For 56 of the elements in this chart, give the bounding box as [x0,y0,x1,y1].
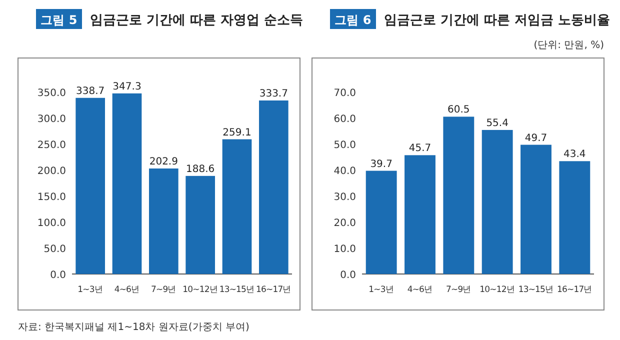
y-tick-label: 0.0 [50,270,66,281]
y-tick-label: 70.0 [334,88,356,99]
y-tick-label: 30.0 [334,192,356,203]
x-tick-label: 13~15년 [518,285,554,295]
bar [76,98,105,274]
data-label: 259.1 [222,127,252,138]
y-tick-label: 20.0 [334,218,356,229]
text: 자료: 한국복지패널 제1~18차 원자료(가중치 부여) [18,322,250,333]
y-tick-label: 250.0 [37,140,66,151]
data-label: 188.6 [186,164,215,175]
data-label: 45.7 [408,143,432,154]
chart-title: 그림 6 임금근로 기간에 따른 저임금 노동비율 [334,13,610,28]
y-tick-label: 350.0 [37,88,66,99]
x-tick-label: 4~6년 [114,285,140,295]
y-tick-label: 50.0 [44,244,66,255]
x-tick-label: 16~17년 [556,285,592,295]
x-tick-label: 7~9년 [446,285,472,295]
y-tick-label: 0.0 [340,270,356,281]
data-label: 49.7 [524,132,548,144]
bar [222,139,252,274]
x-tick-label: 1~3년 [368,285,394,295]
bar [259,100,288,274]
data-label: 60.5 [448,104,470,116]
y-tick-label: 100.0 [37,218,66,229]
y-tick-label: 150.0 [37,192,66,203]
bar [404,155,436,274]
chart-title: 그림 5 임금근로 기간에 따른 자영업 순소득 [40,13,304,28]
bar [443,116,474,274]
bar [482,130,513,274]
data-label: 333.7 [259,88,288,100]
bar [520,144,552,274]
x-tick-label: 4~6년 [407,285,433,295]
x-tick-label: 7~9년 [150,285,176,295]
y-tick-label: 200.0 [37,166,66,177]
data-label: 55.4 [486,118,508,129]
x-tick-label: 13~15년 [219,285,255,295]
data-label: 338.7 [76,86,105,97]
x-tick-label: 10~12년 [480,285,516,295]
bar [186,176,215,274]
data-label: 202.9 [149,156,178,168]
x-tick-label: 10~12년 [182,285,218,295]
data-label: 43.4 [564,149,586,160]
bar [366,170,397,274]
x-tick-label: 16~17년 [256,285,292,295]
chart-subtitle: (단위: 만원, %) [534,40,604,51]
data-label: 347.3 [112,81,142,92]
data-label: 39.7 [370,158,392,170]
y-tick-label: 60.0 [334,114,356,125]
bar [559,161,590,274]
bar [149,168,178,274]
bar [112,93,142,274]
y-tick-label: 300.0 [37,114,66,125]
y-tick-label: 10.0 [334,244,356,255]
y-tick-label: 50.0 [334,140,356,151]
x-tick-label: 1~3년 [78,285,104,295]
y-tick-label: 40.0 [334,166,356,177]
